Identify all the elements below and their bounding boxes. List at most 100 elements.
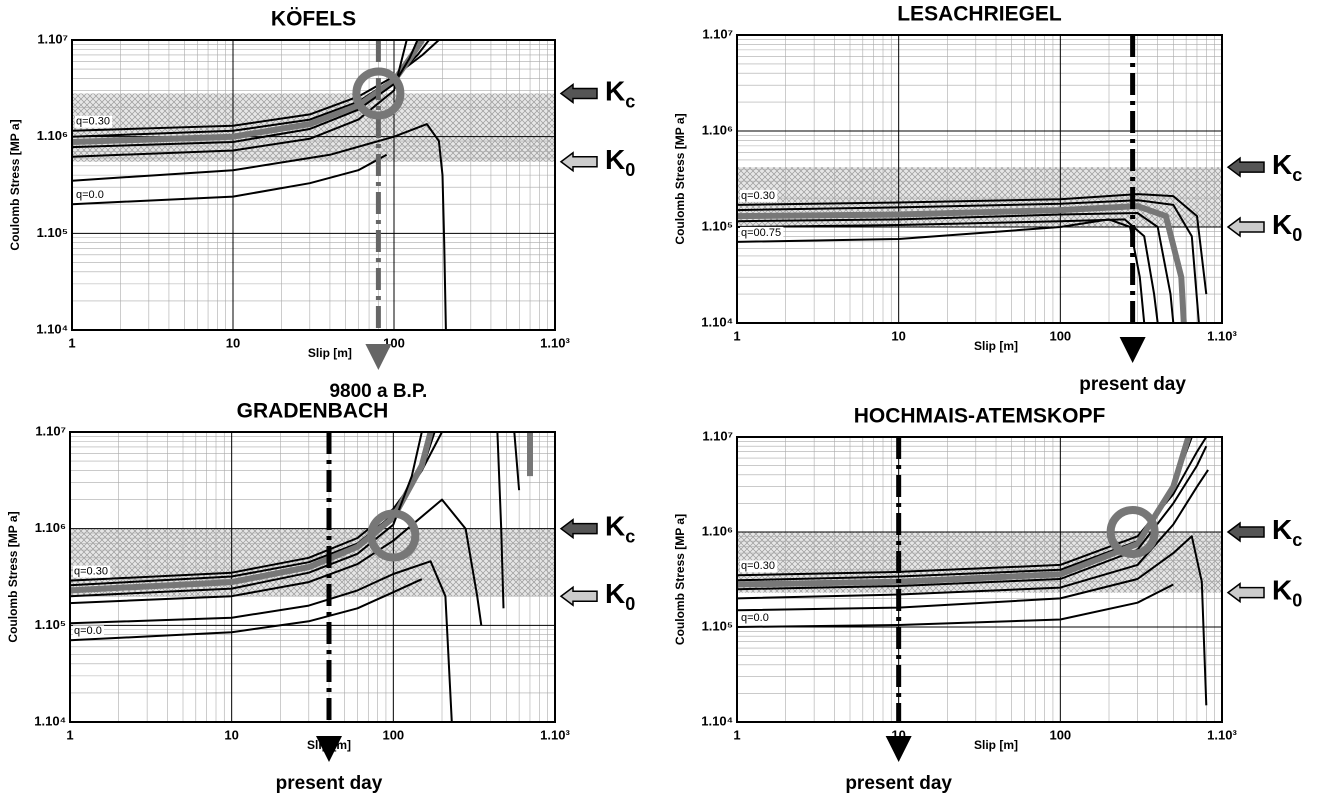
k-arrow bbox=[1226, 156, 1265, 178]
x-axis-label: Slip [m] bbox=[308, 346, 352, 360]
y-axis-label: Coulomb Stress [MP a] bbox=[673, 514, 687, 645]
curve-label: q=0.30 bbox=[76, 116, 110, 128]
x-tick-label: 1 bbox=[68, 335, 75, 350]
x-tick-label: 1 bbox=[733, 727, 740, 742]
k-label: K0 bbox=[1272, 575, 1302, 610]
curve bbox=[70, 578, 423, 642]
y-tick-label: 1.10⁶ bbox=[702, 122, 733, 137]
x-tick-label: 1.10³ bbox=[1207, 727, 1237, 742]
plot-frame bbox=[71, 39, 556, 331]
k-label: K0 bbox=[1272, 209, 1302, 244]
x-tick-label: 10 bbox=[891, 328, 905, 343]
label-bg bbox=[73, 565, 111, 578]
k-letter: K bbox=[1272, 209, 1292, 240]
curve bbox=[70, 498, 483, 626]
y-tick-label: 1.10⁶ bbox=[35, 520, 66, 535]
k-letter: K bbox=[605, 76, 625, 107]
highlight-circle bbox=[352, 67, 405, 120]
curve-label: q=00.75 bbox=[741, 227, 781, 239]
chart-title: KÖFELS bbox=[271, 8, 356, 31]
k-label: Kc bbox=[1272, 150, 1302, 185]
curve bbox=[72, 123, 447, 330]
k-subscript: 0 bbox=[625, 594, 635, 614]
y-tick-label: 1.10⁷ bbox=[702, 26, 733, 41]
curve bbox=[737, 218, 1159, 323]
y-tick-label: 1.10⁷ bbox=[702, 428, 733, 443]
curve bbox=[737, 193, 1208, 295]
label-bg bbox=[75, 189, 106, 202]
curves bbox=[70, 432, 533, 722]
k-arrow bbox=[559, 82, 598, 104]
y-axis-label: Coulomb Stress [MP a] bbox=[6, 511, 20, 642]
curves bbox=[737, 35, 1208, 323]
curve bbox=[737, 437, 1192, 588]
k-label: Kc bbox=[1272, 514, 1302, 549]
curve-label: q=0.30 bbox=[741, 560, 775, 572]
chart-title: GRADENBACH bbox=[237, 400, 389, 423]
y-axis-label: Coulomb Stress [MP a] bbox=[8, 119, 22, 250]
k-label: K0 bbox=[605, 144, 635, 179]
k-label: Kc bbox=[605, 511, 635, 546]
plot-frame bbox=[736, 34, 1223, 324]
curves bbox=[72, 40, 447, 330]
event-label: 9800 a B.P. bbox=[329, 381, 427, 402]
curve-label: q=0.0 bbox=[74, 625, 102, 637]
curve bbox=[737, 203, 1187, 323]
label-bg bbox=[73, 625, 104, 638]
k-arrow bbox=[559, 151, 598, 173]
k-arrow bbox=[1226, 216, 1265, 238]
curve-label: q=0.30 bbox=[74, 566, 108, 578]
y-tick-label: 1.10⁵ bbox=[35, 617, 66, 632]
y-tick-label: 1.10⁶ bbox=[702, 523, 733, 538]
curves bbox=[737, 437, 1209, 722]
y-tick-label: 1.10⁵ bbox=[702, 618, 733, 633]
k-letter: K bbox=[1272, 575, 1292, 606]
curve-label: q=0.30 bbox=[741, 190, 775, 202]
k-subscript: 0 bbox=[1292, 590, 1302, 610]
event-arrow bbox=[315, 736, 342, 762]
label-bg bbox=[740, 189, 778, 202]
k-arrow bbox=[559, 518, 598, 540]
y-tick-label: 1.10⁵ bbox=[702, 218, 733, 233]
panel: 1 10 100 1.10³ 1.10⁴ 1.10⁵ 1.10⁶ 1.10⁷ q=0.30 q=0… bbox=[6, 400, 635, 794]
k-letter: K bbox=[605, 579, 625, 610]
x-tick-label: 10 bbox=[226, 335, 240, 350]
x-tick-label: 100 bbox=[1049, 328, 1071, 343]
k-letter: K bbox=[605, 144, 625, 175]
highlight-circle bbox=[1106, 506, 1159, 558]
x-tick-label: 100 bbox=[382, 727, 404, 742]
label-bg bbox=[740, 226, 784, 239]
plot-frame bbox=[69, 431, 556, 723]
curve bbox=[737, 583, 1174, 628]
x-axis-label: Slip [m] bbox=[974, 738, 1018, 752]
event-label: present day bbox=[276, 773, 383, 794]
curve-label: q=0.0 bbox=[76, 189, 104, 201]
k-label: K0 bbox=[605, 579, 635, 614]
y-tick-label: 1.10⁶ bbox=[37, 128, 68, 143]
label-bg bbox=[75, 115, 113, 128]
x-tick-label: 1.10³ bbox=[540, 727, 570, 742]
y-tick-label: 1.10⁴ bbox=[701, 713, 733, 728]
k-subscript: 0 bbox=[625, 160, 635, 180]
k-letter: K bbox=[605, 511, 625, 542]
k-arrow bbox=[559, 585, 598, 607]
plot-frame bbox=[736, 436, 1223, 723]
y-tick-label: 1.10⁴ bbox=[36, 321, 68, 336]
k-label: Kc bbox=[605, 76, 635, 111]
event-arrow bbox=[885, 736, 912, 762]
x-axis-label: Slip [m] bbox=[974, 339, 1018, 353]
event-label: present day bbox=[845, 773, 952, 794]
chart-title: HOCHMAIS-ATEMSKOPF bbox=[854, 405, 1106, 428]
curve bbox=[496, 432, 505, 609]
curve bbox=[72, 153, 388, 206]
x-axis-label: Slip [m] bbox=[307, 738, 351, 752]
curve bbox=[70, 432, 423, 598]
y-axis-label: Coulomb Stress [MP a] bbox=[673, 113, 687, 244]
label-bg bbox=[740, 560, 778, 573]
k-subscript: c bbox=[1292, 530, 1302, 550]
curve bbox=[513, 432, 521, 491]
k-subscript: c bbox=[625, 526, 635, 546]
label-bg bbox=[740, 612, 771, 624]
curve bbox=[737, 199, 1200, 323]
